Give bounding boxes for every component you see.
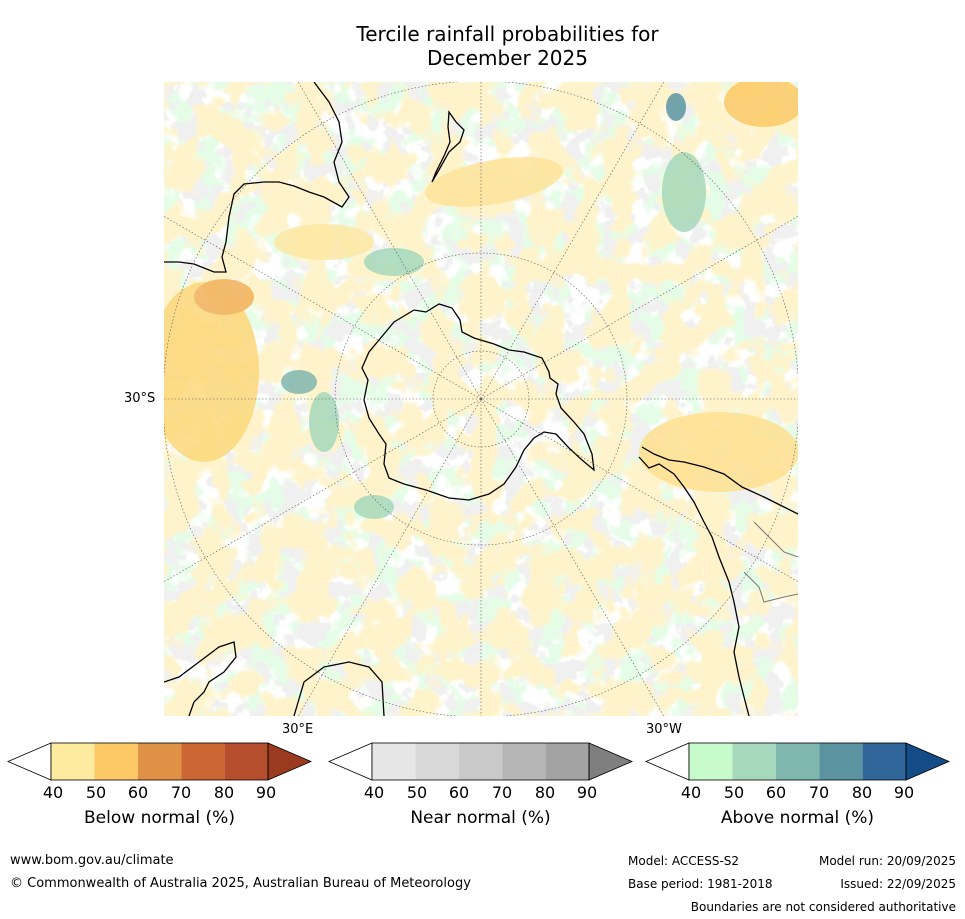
- tick-near-90: 90: [576, 783, 598, 802]
- title-line-1: Tercile rainfall probabilities for: [356, 22, 659, 46]
- colorbar-arrow-low: [644, 742, 690, 781]
- tick-near-60: 60: [448, 783, 470, 802]
- tick-below-80: 80: [213, 783, 235, 802]
- colorbar-segment-4: [181, 743, 225, 780]
- tick-above-70: 70: [808, 783, 830, 802]
- new-zealand-outline: [431, 110, 465, 183]
- colorbar-near-svg: [327, 742, 634, 781]
- lon-label-30w: 30°W: [646, 722, 682, 737]
- colorbar-segment-5: [224, 743, 268, 780]
- tick-above-80: 80: [851, 783, 873, 802]
- colorbar-segment-3: [458, 743, 503, 780]
- lat-label-30s: 30°S: [124, 391, 156, 406]
- tick-above-50: 50: [723, 783, 745, 802]
- tick-above-40: 40: [680, 783, 702, 802]
- colorbar-segment-1: [51, 743, 95, 780]
- tick-above-90: 90: [893, 783, 915, 802]
- colorbar-segment-1: [689, 743, 733, 780]
- footer-issued: Issued: 22/09/2025: [840, 877, 956, 891]
- title-line-2: December 2025: [427, 46, 588, 70]
- tick-below-70: 70: [170, 783, 192, 802]
- tick-below-40: 40: [42, 783, 64, 802]
- antarctica-outline: [361, 303, 595, 501]
- colorbar-arrow-low: [327, 742, 373, 781]
- footer-website: www.bom.gov.au/climate: [10, 853, 174, 868]
- colorbar-segment-5: [862, 743, 906, 780]
- tick-above-60: 60: [765, 783, 787, 802]
- south-america-borders: [743, 521, 798, 603]
- legend-label-below: Below normal (%): [84, 808, 235, 828]
- colorbar-below-normal: [6, 742, 313, 781]
- colorbar-segment-4: [819, 743, 863, 780]
- tick-below-50: 50: [85, 783, 107, 802]
- anomaly-patches: [164, 82, 798, 519]
- colorbar-segment-3: [775, 743, 820, 780]
- tick-below-90: 90: [255, 783, 277, 802]
- footer-disclaimer: Boundaries are not considered authoritat…: [690, 900, 956, 914]
- africa-outline: [164, 641, 385, 716]
- legend-label-above: Above normal (%): [720, 808, 875, 828]
- south-america-outline: [638, 446, 798, 716]
- colorbar-arrow-high: [588, 742, 634, 781]
- colorbar-outline: [371, 742, 590, 781]
- tick-near-50: 50: [406, 783, 428, 802]
- footer-base-period: Base period: 1981-2018: [628, 877, 773, 891]
- colorbar-arrow-high: [267, 742, 313, 781]
- legend-label-near: Near normal (%): [410, 808, 551, 828]
- tick-near-70: 70: [491, 783, 513, 802]
- tick-near-40: 40: [363, 783, 385, 802]
- graticule: [164, 82, 798, 716]
- polar-map: [164, 82, 798, 716]
- colorbar-segment-1: [372, 743, 416, 780]
- tick-below-60: 60: [127, 783, 149, 802]
- colorbar-near-normal: [327, 742, 634, 781]
- colorbar-segment-2: [732, 743, 776, 780]
- tick-near-80: 80: [534, 783, 556, 802]
- colorbar-arrow-low: [6, 742, 52, 781]
- colorbar-outline: [688, 742, 907, 781]
- colorbar-segment-3: [137, 743, 182, 780]
- colorbar-segment-2: [94, 743, 138, 780]
- colorbar-outline: [50, 742, 269, 781]
- footer-copyright: © Commonwealth of Australia 2025, Austra…: [10, 876, 471, 891]
- colorbar-segment-2: [415, 743, 459, 780]
- colorbar-below-svg: [6, 742, 313, 781]
- lon-label-30e: 30°E: [282, 722, 314, 737]
- map-title: Tercile rainfall probabilities for Decem…: [300, 22, 715, 70]
- colorbar-segment-5: [545, 743, 589, 780]
- footer-model-run: Model run: 20/09/2025: [818, 854, 956, 868]
- colorbar-segment-4: [502, 743, 546, 780]
- australia-outline: [164, 82, 350, 273]
- colorbar-above-normal: [644, 742, 951, 781]
- footer-model: Model: ACCESS-S2: [628, 854, 740, 868]
- colorbar-arrow-high: [905, 742, 951, 781]
- map-canvas: [164, 82, 798, 716]
- colorbar-above-svg: [644, 742, 951, 781]
